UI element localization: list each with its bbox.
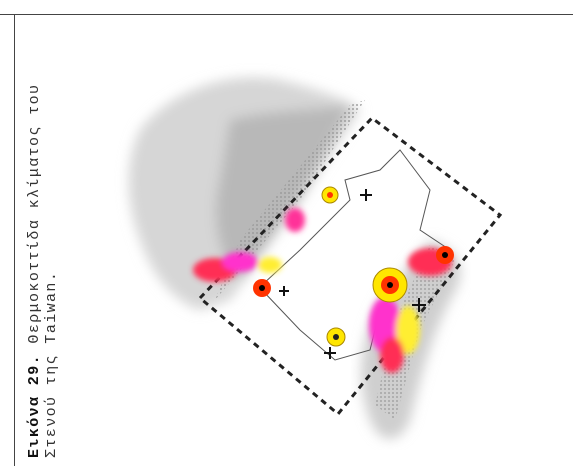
caption-text: Θερμοκοττίδα κλίματος του <box>26 84 43 344</box>
marker-dot <box>333 334 339 340</box>
heat-blob <box>222 252 258 272</box>
caption-line: Εικόνα 29. Θερμοκοττίδα κλίματος του <box>26 58 43 458</box>
page: Εικόνα 29. Θερμοκοττίδα κλίματος του Στε… <box>0 0 573 466</box>
top-rule <box>0 14 573 15</box>
marker-dot <box>387 282 393 288</box>
marker-dot <box>259 285 265 291</box>
heat-blob <box>380 337 404 373</box>
left-rule <box>14 14 15 466</box>
marker-dot <box>442 252 448 258</box>
heat-blob <box>285 208 305 232</box>
heat-blob <box>258 257 282 273</box>
caption-label: Εικόνα 29. <box>26 354 43 458</box>
marker-core <box>327 192 333 198</box>
caption-line: Στενού της Taiwan. <box>43 58 60 458</box>
figure-image <box>105 55 515 450</box>
figure-caption: Εικόνα 29. Θερμοκοττίδα κλίματος του Στε… <box>26 58 60 458</box>
